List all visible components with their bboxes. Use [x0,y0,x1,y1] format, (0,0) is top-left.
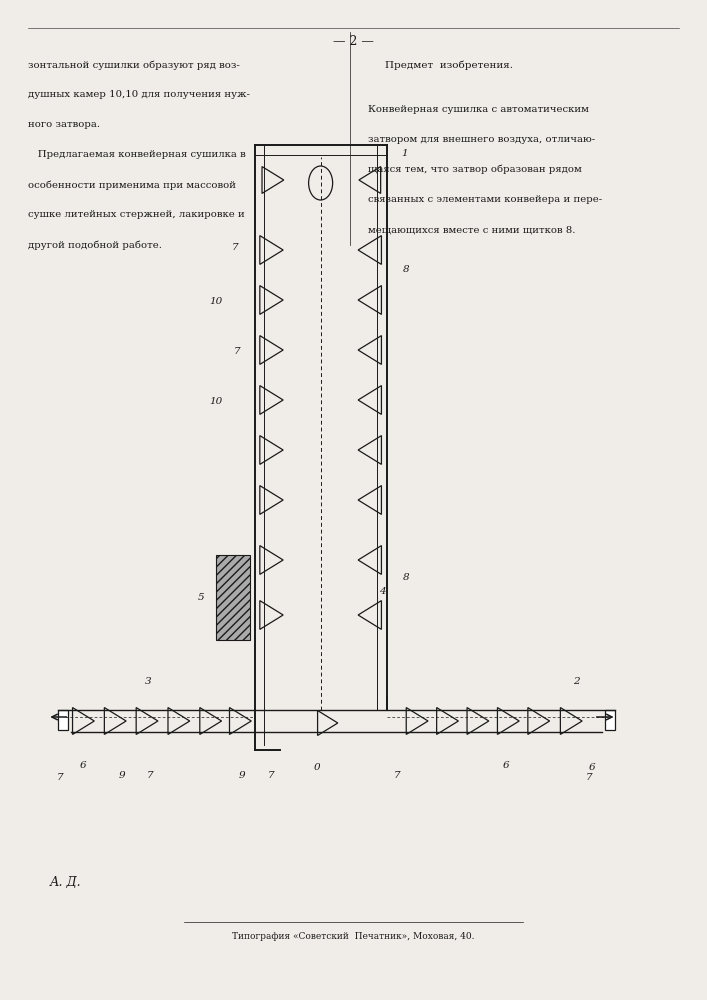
Text: Конвейерная сушилка с автоматическим: Конвейерная сушилка с автоматическим [368,105,588,114]
Text: Предмет  изобретения.: Предмет изобретения. [385,60,513,70]
Text: 7: 7 [146,770,153,780]
Text: 7: 7 [233,348,240,357]
Text: 7: 7 [267,770,274,780]
Text: зонтальной сушилки образуют ряд воз-: зонтальной сушилки образуют ряд воз- [28,60,240,70]
Bar [58,710,68,730]
Bar [216,555,250,640]
Text: — 2 —: — 2 — [333,35,374,48]
Text: 7: 7 [231,243,238,252]
Text: другой подобной работе.: другой подобной работе. [28,240,163,249]
Text: 1: 1 [401,148,408,157]
Text: 9: 9 [238,770,245,780]
Text: щаяся тем, что затвор образован рядом: щаяся тем, что затвор образован рядом [368,165,581,174]
Text: 8: 8 [403,265,410,274]
Text: 0: 0 [314,764,320,772]
Text: 7: 7 [57,774,64,782]
Text: 10: 10 [209,397,222,406]
Bar [605,710,615,730]
Text: Предлагаемая конвейерная сушилка в: Предлагаемая конвейерная сушилка в [28,150,246,159]
Text: 6: 6 [80,760,87,770]
Text: 7: 7 [585,774,592,782]
Text: Типография «Советский  Печатник», Моховая, 40.: Типография «Советский Печатник», Моховая… [233,932,474,941]
Text: 7: 7 [394,770,401,780]
Text: А. Д.: А. Д. [49,876,81,888]
Text: мещающихся вместе с ними щитков 8.: мещающихся вместе с ними щитков 8. [368,225,575,234]
Text: 5: 5 [198,593,205,602]
Text: сушке литейных стержней, лакировке и: сушке литейных стержней, лакировке и [28,210,245,219]
Text: 6: 6 [502,760,509,770]
Text: особенности применима при массовой: особенности применима при массовой [28,180,236,190]
Text: ного затвора.: ного затвора. [28,120,100,129]
Text: 3: 3 [145,678,152,686]
Text: 9: 9 [118,770,125,780]
Text: 10: 10 [209,298,222,306]
Text: 2: 2 [573,678,580,686]
Text: душных камер 10,10 для получения нуж-: душных камер 10,10 для получения нуж- [28,90,250,99]
Text: связанных с элементами конвейера и пере-: связанных с элементами конвейера и пере- [368,195,602,204]
Text: 4: 4 [379,587,386,596]
Text: 6: 6 [589,764,596,772]
Text: 8: 8 [403,574,410,582]
Text: затвором для внешнего воздуха, отличаю-: затвором для внешнего воздуха, отличаю- [368,135,595,144]
